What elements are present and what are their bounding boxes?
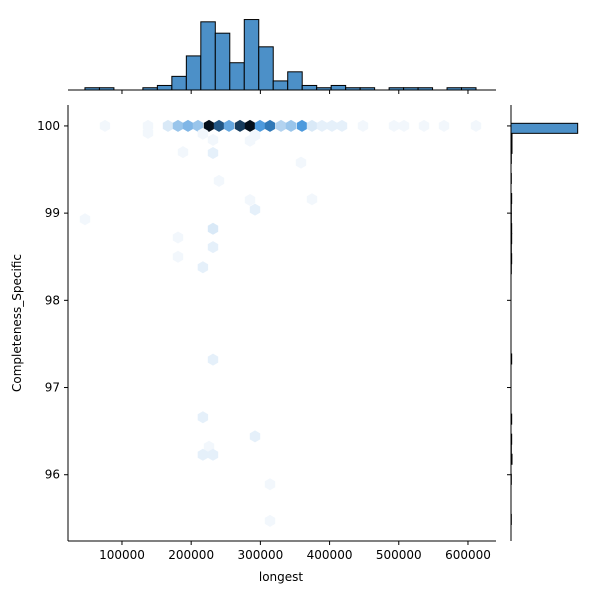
hexbin [265,515,275,527]
top-hist-bar [186,56,200,90]
top-hist-bar [244,20,258,90]
top-hist-bar [331,85,345,90]
top-hist-bar [143,88,157,90]
hexbin [317,120,327,132]
hexbin [224,120,234,132]
hexbin [214,120,224,132]
top-hist-bar [99,88,113,90]
hexbin [208,134,218,146]
y-tick-label: 98 [45,293,60,307]
y-axis-label: Completeness_Specific [10,254,24,392]
top-hist-bar [302,85,316,90]
right-hist-bar [511,224,512,234]
hexbin [255,120,265,132]
hexbin [250,430,260,442]
hexbin [173,251,183,263]
x-tick-label: 300000 [237,548,283,562]
hexbin [399,120,409,132]
top-hist-bar [462,88,476,90]
y-tick-label: 99 [45,206,60,220]
x-tick-label: 500000 [376,548,422,562]
y-tick-label: 100 [37,119,60,133]
hexbin [208,241,218,253]
hexbin [419,120,429,132]
y-tick-label: 96 [45,468,60,482]
hexbin [198,411,208,423]
right-hist-bar [511,123,578,133]
x-tick-label: 200000 [168,548,214,562]
hexbin [286,120,296,132]
hexbin [208,147,218,159]
right-hist-bar [511,254,512,264]
top-hist-bar [447,88,461,90]
y-tick-label: 97 [45,381,60,395]
hexbin [235,120,245,132]
top-hist-bar [157,85,171,90]
top-hist-bar [230,63,244,90]
top-hist-bar [201,22,215,90]
hexbin [80,213,90,225]
right-hist-bar [511,143,512,153]
top-hist-bar [404,88,418,90]
hexbin [245,120,255,132]
hexbin [183,120,193,132]
right-hist-bar [511,133,512,143]
x-axis-label: longest [259,570,304,584]
top-hist-bar [288,72,302,90]
hexbin [163,120,173,132]
top-hist-bar [273,81,287,90]
hexbin [327,120,337,132]
hexbin [439,120,449,132]
hexbin [250,204,260,216]
right-hist-bar [511,194,512,204]
hexbin [265,478,275,490]
hexbin [245,194,255,206]
hexbin [307,193,317,205]
top-hist-bar [85,88,99,90]
top-hist-bar [215,33,229,90]
right-hist-bar [511,414,512,424]
hexbin [173,120,183,132]
top-hist-bar [418,88,432,90]
hexbin [296,157,306,169]
x-tick-label: 100000 [99,548,145,562]
hexbin [173,232,183,244]
top-hist-bar [360,88,374,90]
right-hist-bar [511,454,512,464]
hexbin [100,120,110,132]
x-tick-label: 400000 [307,548,353,562]
hexbin [178,146,188,158]
hexbin [198,261,208,273]
hexbin [265,120,275,132]
hexbin [276,120,286,132]
top-hist-bar [389,88,403,90]
hexbin [358,120,368,132]
top-hist-bar [172,76,186,90]
hexbin [471,120,481,132]
right-hist-bar [511,434,512,444]
x-tick-label: 600000 [445,548,491,562]
hexbin [307,120,317,132]
hexbin [214,175,224,187]
top-hist-bar [259,47,273,90]
right-hist-bar [511,234,512,244]
hexbin [337,120,347,132]
hexbin [208,354,218,366]
right-hist-bar [511,354,512,364]
hexbin [208,223,218,235]
top-hist-bar [346,88,360,90]
hexbin [297,120,307,132]
hexbin [389,120,399,132]
top-hist-bar [317,88,331,90]
